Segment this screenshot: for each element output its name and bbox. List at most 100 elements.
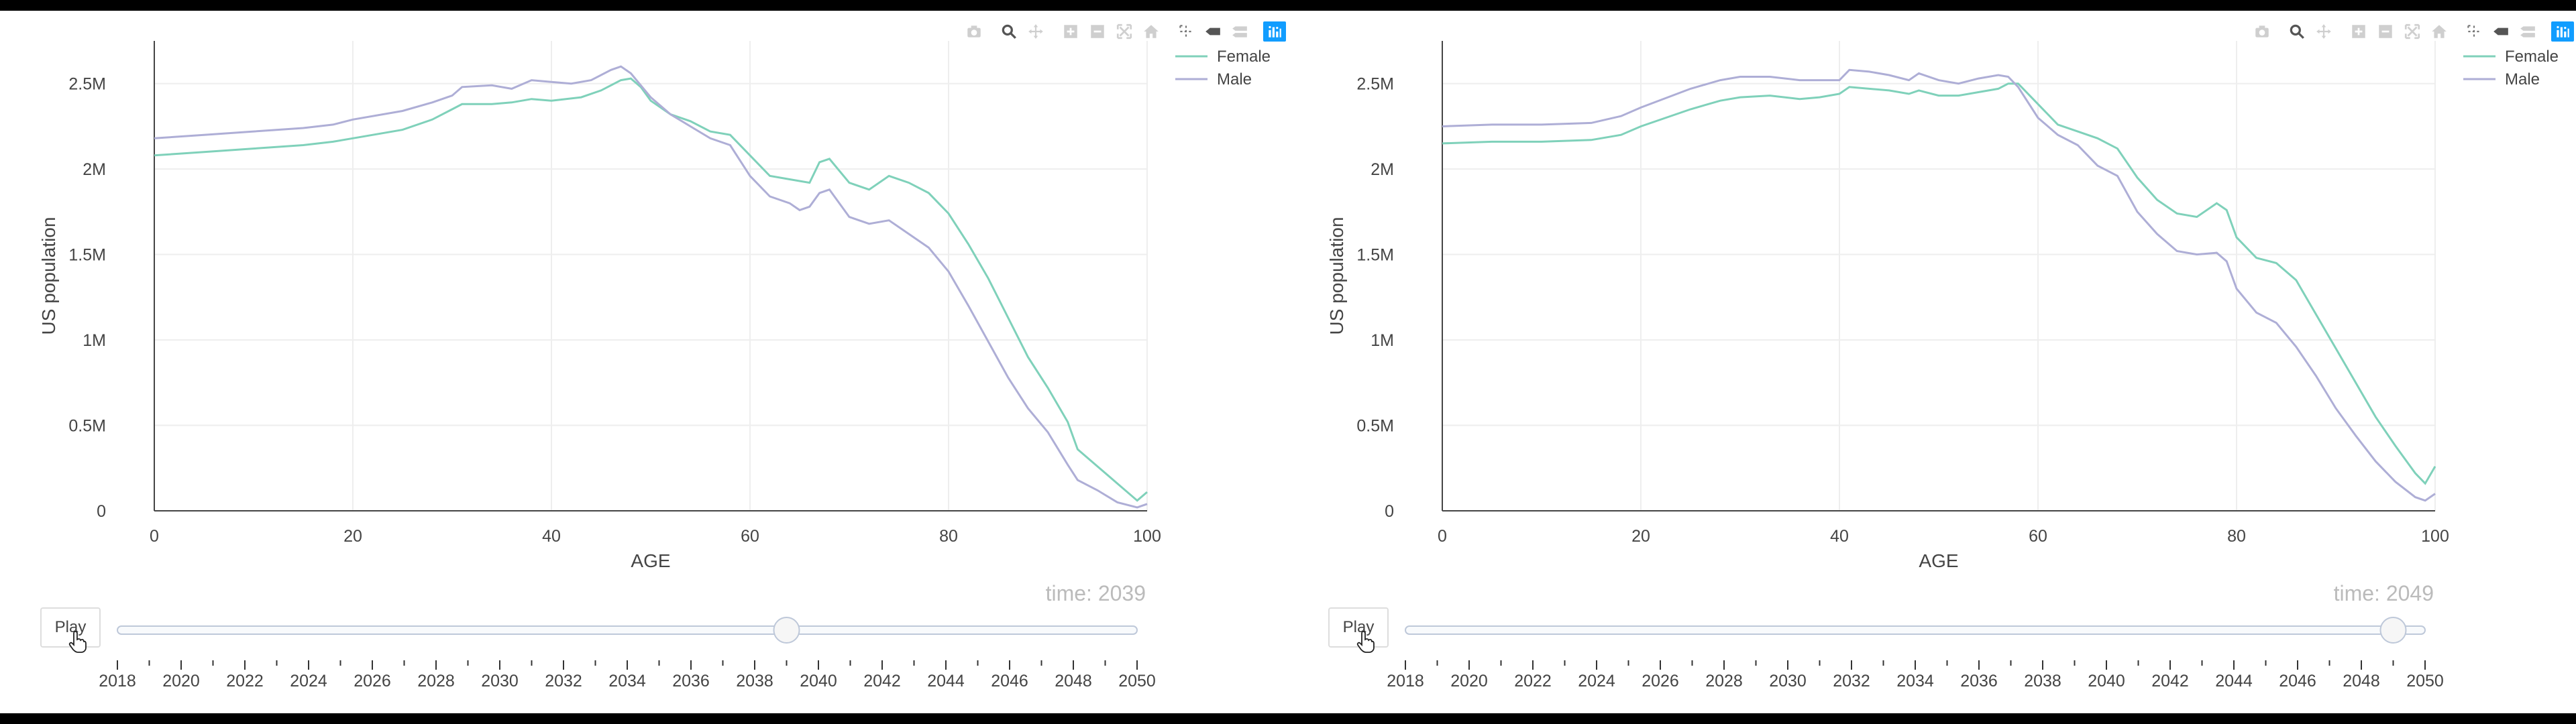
x-tick-label: 100: [1133, 527, 1161, 546]
y-tick-label: 2M: [83, 160, 106, 179]
home-icon[interactable]: [1138, 20, 1165, 43]
slider-tick-label: 2044: [2215, 672, 2253, 690]
slider-tick-label: 2018: [99, 672, 136, 690]
slider-tick-label: 2034: [1896, 672, 1934, 690]
y-tick-label: 1M: [1371, 331, 1394, 350]
zoom-icon[interactable]: [2284, 20, 2310, 43]
slider-tick-label: 2044: [927, 672, 965, 690]
spike-lines-icon[interactable]: [1173, 20, 1199, 43]
slider-tick-label: 2036: [1960, 672, 1998, 690]
zoom-out-icon[interactable]: [2372, 20, 2399, 43]
slider-rail[interactable]: [1405, 625, 2426, 635]
camera-icon[interactable]: [961, 20, 987, 43]
slider-tick-label: 2050: [1118, 672, 1156, 690]
modebar: [961, 20, 1288, 43]
play-button[interactable]: Play: [40, 607, 101, 648]
time-label: time: 2049: [2334, 581, 2434, 605]
y-axis-title: US population: [1326, 217, 1347, 335]
slider-tick-label: 2020: [1450, 672, 1488, 690]
zoom-in-icon[interactable]: [1057, 20, 1084, 43]
hover-compare-icon[interactable]: [2514, 20, 2541, 43]
chart-panel-left: 0 20 40 60 80 100 0 0.5M 1M 1.5M 2M 2.5M AGE US popul…: [0, 11, 1288, 713]
y-tick-label: 2.5M: [1356, 75, 1394, 94]
y-tick-label: 2.5M: [68, 75, 106, 94]
hover-compare-icon[interactable]: [1226, 20, 1253, 43]
slider-tick-label: 2046: [991, 672, 1028, 690]
series-line-female[interactable]: [154, 77, 1148, 502]
y-axis-title: US population: [38, 217, 59, 335]
x-tick-label: 60: [2029, 527, 2047, 546]
camera-icon[interactable]: [2249, 20, 2275, 43]
legend-item-male[interactable]: Male: [2505, 70, 2540, 88]
slider-handle[interactable]: [2379, 617, 2407, 644]
hover-closest-icon[interactable]: [1199, 20, 1226, 43]
y-tick-label: 0.5M: [1356, 417, 1394, 436]
spike-lines-icon[interactable]: [2461, 20, 2487, 43]
slider-tick-label: 2022: [226, 672, 264, 690]
line-chart[interactable]: 0 20 40 60 80 100 0 0.5M 1M 1.5M 2M 2.5M AGE US popul…: [1288, 11, 2576, 713]
slider-tick-label: 2048: [2343, 672, 2380, 690]
slider-tick-label: 2036: [672, 672, 710, 690]
chart-panel-right: 0 20 40 60 80 100 0 0.5M 1M 1.5M 2M 2.5M AGE US popul…: [1288, 11, 2576, 713]
series-line-male[interactable]: [1442, 68, 2436, 502]
x-tick-label: 20: [1631, 527, 1650, 546]
slider-tick-label: 2030: [481, 672, 519, 690]
slider-tick-label: 2026: [1642, 672, 1679, 690]
home-icon[interactable]: [2426, 20, 2453, 43]
zoom-in-icon[interactable]: [2345, 20, 2372, 43]
y-tick-label: 1.5M: [1356, 246, 1394, 265]
plotly-logo-icon[interactable]: [2549, 20, 2576, 43]
zoom-icon[interactable]: [996, 20, 1022, 43]
x-tick-label: 0: [1438, 527, 1447, 546]
x-axis-title: AGE: [1919, 550, 1958, 571]
pan-icon[interactable]: [2310, 20, 2337, 43]
slider-handle[interactable]: [773, 617, 800, 644]
y-tick-label: 1M: [83, 331, 106, 350]
series-line-male[interactable]: [154, 65, 1148, 509]
y-tick-label: 1.5M: [68, 246, 106, 265]
x-tick-label: 80: [2227, 527, 2246, 546]
autoscale-icon[interactable]: [1111, 20, 1138, 43]
slider-tick-label: 2018: [1387, 672, 1424, 690]
slider-tick-label: 2038: [2024, 672, 2061, 690]
slider-tick-label: 2028: [417, 672, 455, 690]
series-line-female[interactable]: [1442, 82, 2436, 485]
slider-tick-label: 2050: [2406, 672, 2444, 690]
x-tick-label: 20: [343, 527, 362, 546]
slider-tick-label: 2040: [800, 672, 837, 690]
x-tick-label: 100: [2421, 527, 2449, 546]
x-tick-label: 80: [939, 527, 958, 546]
hand-cursor-icon: [1356, 631, 1375, 653]
slider-tick-label: 2026: [354, 672, 391, 690]
slider-tick-label: 2028: [1705, 672, 1743, 690]
slider-tick-label: 2034: [608, 672, 646, 690]
legend-item-male[interactable]: Male: [1217, 70, 1252, 88]
legend-item-female[interactable]: Female: [2505, 48, 2559, 66]
zoom-out-icon[interactable]: [1084, 20, 1111, 43]
slider-tick-label: 2024: [1578, 672, 1615, 690]
hover-closest-icon[interactable]: [2487, 20, 2514, 43]
slider-tick-label: 2040: [2088, 672, 2125, 690]
x-tick-label: 40: [542, 527, 561, 546]
slider-tick-label: 2042: [2151, 672, 2189, 690]
autoscale-icon[interactable]: [2399, 20, 2426, 43]
slider-tick-label: 2024: [290, 672, 327, 690]
play-button[interactable]: Play: [1328, 607, 1389, 648]
y-tick-label: 2M: [1371, 160, 1394, 179]
y-tick-label: 0: [97, 502, 106, 521]
pan-icon[interactable]: [1022, 20, 1049, 43]
legend-item-female[interactable]: Female: [1217, 48, 1271, 66]
slider-tick-label: 2030: [1769, 672, 1807, 690]
x-axis-title: AGE: [631, 550, 670, 571]
slider-tick-label: 2048: [1055, 672, 1092, 690]
plotly-logo-icon[interactable]: [1261, 20, 1288, 43]
y-tick-label: 0: [1385, 502, 1394, 521]
slider-tick-label: 2022: [1514, 672, 1552, 690]
x-tick-label: 0: [150, 527, 159, 546]
slider-tick-label: 2032: [545, 672, 582, 690]
hand-cursor-icon: [68, 631, 87, 653]
slider-tick-label: 2042: [863, 672, 901, 690]
slider-rail[interactable]: [117, 625, 1138, 635]
time-label: time: 2039: [1046, 581, 1146, 605]
